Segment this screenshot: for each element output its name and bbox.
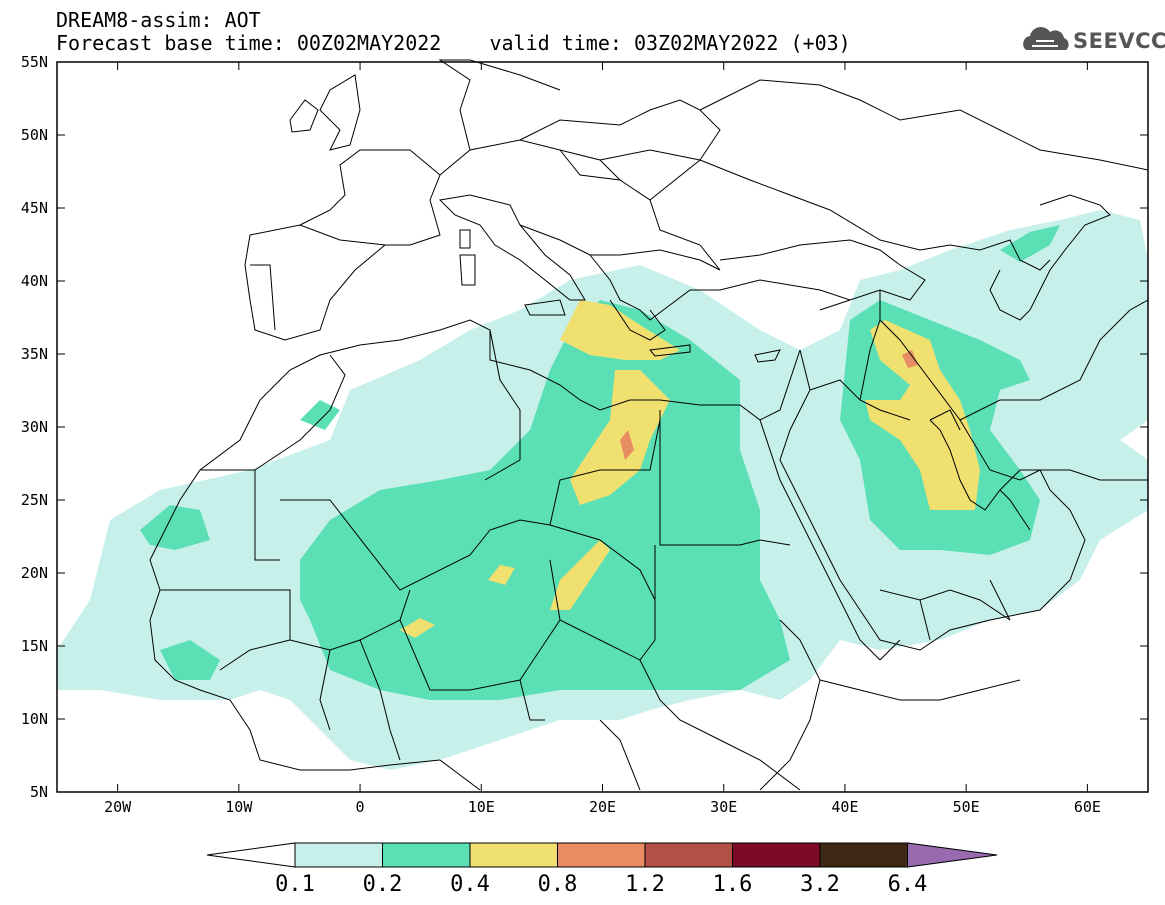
colorbar-label: 1.6 bbox=[712, 872, 753, 897]
colorbar-arrow-low bbox=[206, 842, 296, 868]
lon-label: 10W bbox=[225, 798, 253, 816]
lat-label: 45N bbox=[20, 199, 48, 217]
lon-label: 50E bbox=[952, 798, 980, 816]
lat-label: 40N bbox=[20, 272, 48, 290]
lat-label: 10N bbox=[20, 710, 48, 728]
lon-label: 60E bbox=[1073, 798, 1101, 816]
colorbar-swatch bbox=[557, 842, 646, 868]
lat-label: 5N bbox=[29, 783, 48, 801]
colorbar bbox=[206, 842, 998, 868]
colorbar-label: 0.8 bbox=[537, 872, 578, 897]
logo-text: SEEVCCC bbox=[1073, 29, 1165, 53]
country-borders bbox=[149, 59, 1149, 791]
cloud-icon bbox=[1023, 27, 1069, 50]
colorbar-label: 0.1 bbox=[275, 872, 315, 897]
colorbar-swatch bbox=[644, 842, 733, 868]
lat-label: 25N bbox=[20, 491, 48, 509]
lat-label: 50N bbox=[20, 126, 48, 144]
lat-label: 30N bbox=[20, 418, 48, 436]
lon-label: 20W bbox=[104, 798, 132, 816]
lat-label: 55N bbox=[20, 53, 48, 71]
colorbar-label: 0.4 bbox=[450, 872, 490, 897]
lon-label: 40E bbox=[831, 798, 859, 816]
map-title: DREAM8-assim: AOT bbox=[56, 8, 261, 32]
lon-label: 30E bbox=[710, 798, 738, 816]
aot-level-0.8 bbox=[620, 350, 918, 460]
colorbar-swatch bbox=[382, 842, 471, 868]
colorbar-swatch bbox=[294, 842, 383, 868]
axis-ticks bbox=[57, 61, 1148, 793]
colorbar-arrow-high bbox=[907, 842, 998, 868]
lat-label: 15N bbox=[20, 637, 48, 655]
map-subtitle: Forecast base time: 00Z02MAY2022 valid t… bbox=[56, 31, 851, 55]
lat-label: 20N bbox=[20, 564, 48, 582]
lon-label: 20E bbox=[588, 798, 617, 816]
lon-label: 10E bbox=[467, 798, 495, 816]
colorbar-swatch bbox=[819, 842, 908, 868]
lon-label: 0 bbox=[355, 798, 365, 816]
colorbar-label: 0.2 bbox=[362, 872, 403, 897]
colorbar-label: 1.2 bbox=[625, 872, 665, 897]
colorbar-swatch bbox=[469, 842, 558, 868]
colorbar-label: 3.2 bbox=[800, 872, 840, 897]
colorbar-swatch bbox=[732, 842, 821, 868]
lat-label: 35N bbox=[20, 345, 48, 363]
colorbar-label: 6.4 bbox=[887, 872, 928, 897]
